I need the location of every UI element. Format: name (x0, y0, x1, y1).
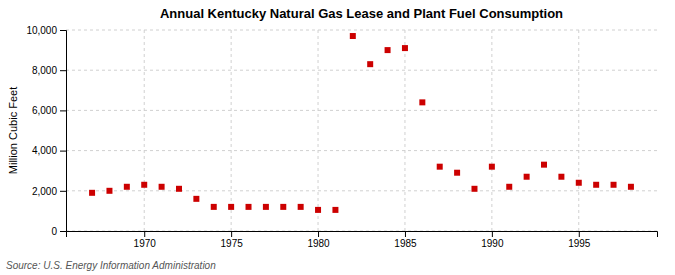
point (611, 182, 617, 188)
point (315, 207, 321, 213)
y-tick: 10,000 (26, 25, 66, 36)
point (280, 204, 286, 210)
y-tick-label: 2,000 (32, 186, 57, 197)
point (263, 204, 269, 210)
x-tick: 1985 (394, 231, 417, 249)
y-tick: 0 (51, 226, 66, 237)
x-tick-mark (144, 231, 145, 237)
y-tick-mark (60, 110, 66, 111)
x-tick-label: 1975 (221, 238, 244, 249)
y-tick-label: 10,000 (26, 25, 57, 36)
point (454, 170, 460, 176)
grid-line-y (66, 190, 657, 191)
y-tick-label: 6,000 (32, 105, 57, 116)
x-axis-line (67, 232, 658, 238)
plot-area: 1970 1975 1980 1985 1990 1995 0 2,000 4,000 6,000… (26, 25, 657, 249)
y-tick-mark (60, 30, 66, 31)
chart-svg: 1970 1975 1980 1985 1990 1995 0 2,000 4,000 6,000… (0, 0, 675, 275)
point (576, 180, 582, 186)
chart-container: 1970 1975 1980 1985 1990 1995 0 2,000 4,000 6,000… (0, 0, 675, 275)
x-tick-label: 1970 (134, 238, 157, 249)
point (106, 188, 112, 194)
grid-line-y (66, 150, 657, 151)
point (541, 162, 547, 168)
point (89, 190, 95, 196)
points (89, 33, 634, 213)
grid-line-x (144, 30, 145, 231)
grid-line-y (66, 110, 657, 111)
x-tick-mark (405, 231, 406, 237)
title: Annual Kentucky Natural Gas Lease and Pl… (160, 6, 563, 21)
grid-line-y (66, 70, 657, 71)
grid-line-x (404, 30, 405, 231)
point (558, 174, 564, 180)
point (124, 184, 130, 190)
grid-line-x (318, 30, 319, 231)
x-tick: 1980 (307, 231, 330, 249)
x-tick-mark (492, 231, 493, 237)
y-tick-mark (60, 191, 66, 192)
x-tick: 1990 (481, 231, 504, 249)
grid (66, 30, 657, 231)
y-tick-label: 8,000 (32, 65, 57, 76)
point (437, 164, 443, 170)
x-tick-mark (579, 231, 580, 237)
point (193, 196, 199, 202)
point (402, 45, 408, 51)
x-tick: 1995 (568, 231, 591, 249)
y-tick: 6,000 (32, 105, 66, 116)
grid-line-x (578, 30, 579, 231)
y-axis: 0 2,000 4,000 6,000 8,000 10,000 (26, 25, 66, 237)
point (228, 204, 234, 210)
x-tick-label: 1985 (394, 238, 417, 249)
y-tick-mark (60, 231, 66, 232)
y-axis-line (60, 31, 67, 232)
point (489, 164, 495, 170)
point (246, 204, 252, 210)
point (419, 99, 425, 105)
point (628, 184, 634, 190)
point (141, 182, 147, 188)
point (593, 182, 599, 188)
point (159, 184, 165, 190)
point (471, 186, 477, 192)
grid-line-y (66, 30, 657, 31)
point (524, 174, 530, 180)
x-tick: 1975 (221, 231, 244, 249)
x-tick-label: 1990 (481, 238, 504, 249)
point (385, 47, 391, 53)
point (211, 204, 217, 210)
x-tick-label: 1995 (568, 238, 591, 249)
point (350, 33, 356, 39)
point (332, 207, 338, 213)
point (176, 186, 182, 192)
y-axis-title: Million Cubic Feet (7, 87, 19, 174)
source-note: Source: U.S. Energy Information Administ… (6, 260, 216, 271)
y-tick-label: 0 (51, 226, 57, 237)
y-tick: 2,000 (32, 186, 66, 197)
y-tick-mark (60, 151, 66, 152)
point (506, 184, 512, 190)
y-tick: 8,000 (32, 65, 66, 76)
x-tick-label: 1980 (307, 238, 330, 249)
y-tick: 4,000 (32, 145, 66, 156)
point (367, 61, 373, 67)
y-tick-label: 4,000 (32, 145, 57, 156)
grid-line-x (231, 30, 232, 231)
grid-line-x (491, 30, 492, 231)
x-tick-mark (231, 231, 232, 237)
x-tick: 1970 (134, 231, 157, 249)
point (298, 204, 304, 210)
x-axis: 1970 1975 1980 1985 1990 1995 (67, 231, 658, 249)
x-tick-mark (318, 231, 319, 237)
y-tick-mark (60, 70, 66, 71)
